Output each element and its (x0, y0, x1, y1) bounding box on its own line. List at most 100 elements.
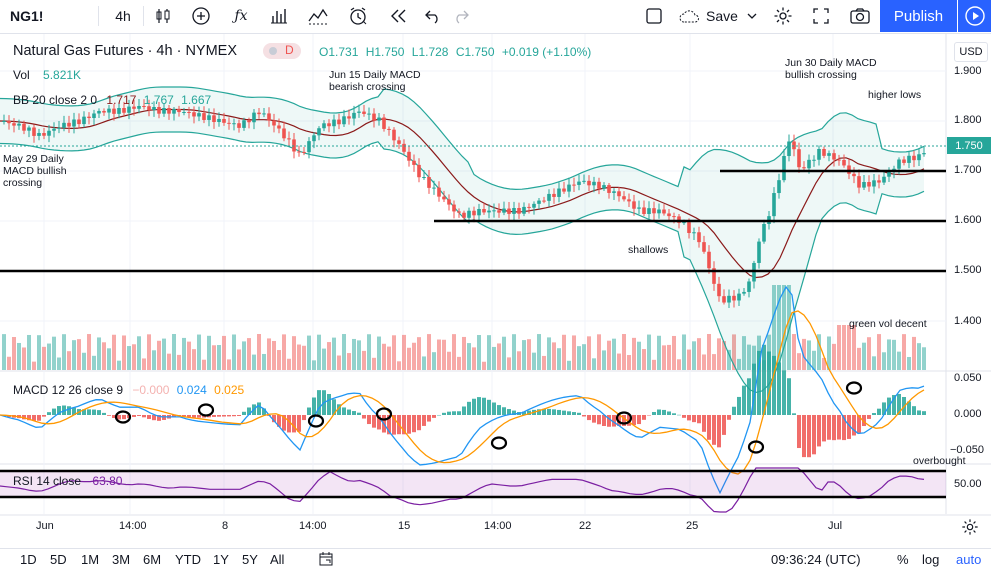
candle-body (347, 116, 351, 119)
volume-bar (662, 345, 666, 370)
annotation-shallows[interactable]: shallows (628, 244, 669, 256)
candle-style-icon[interactable] (150, 3, 176, 29)
volume-bar (247, 338, 251, 370)
clock[interactable]: 09:36:24 (UTC) (771, 552, 861, 567)
undo-icon[interactable] (420, 3, 446, 29)
annotation-jun15[interactable]: Jun 15 Daily MACD bearish crossing (329, 69, 421, 93)
rsi-value: 63.80 (92, 474, 123, 488)
volume-bar (917, 343, 921, 370)
price-tick: 1.900 (954, 65, 982, 77)
volume-bar (237, 349, 241, 370)
fullscreen-icon[interactable] (808, 3, 834, 29)
volume-bar (487, 335, 491, 370)
auto-toggle[interactable]: auto (956, 552, 982, 567)
log-toggle[interactable]: log (922, 552, 940, 567)
redo-icon[interactable] (448, 3, 474, 29)
gear-icon[interactable] (770, 3, 796, 29)
candle-body (527, 206, 531, 208)
volume-bar (742, 336, 746, 370)
macd-histogram-bar (97, 410, 101, 415)
macd-tick: 0.000 (954, 408, 982, 420)
range-1m[interactable]: 1M (81, 552, 100, 567)
macd-histogram-bar (792, 413, 796, 415)
volume-bar (582, 344, 586, 370)
calendar-icon[interactable] (318, 551, 334, 570)
volume-bar (62, 334, 66, 370)
change-value: +0.019 (+1.10%) (501, 45, 592, 59)
templates-icon[interactable] (305, 3, 331, 29)
alert-clock-icon[interactable] (345, 3, 371, 29)
compare-icon[interactable] (266, 3, 292, 29)
save-button[interactable]: Save (678, 3, 740, 29)
layout-icon[interactable] (641, 3, 667, 29)
annotation-jun30[interactable]: Jun 30 Daily MACD bullish crossing (785, 57, 877, 81)
annotation-may29[interactable]: May 29 Daily MACD bullish crossing (3, 153, 67, 189)
symbol-search[interactable]: NG1! (10, 8, 44, 24)
macd-histogram-bar (357, 412, 361, 415)
range-1d[interactable]: 1D (20, 552, 37, 567)
candle-body (242, 120, 246, 128)
gear-icon[interactable] (961, 518, 979, 541)
macd-histogram-bar (432, 415, 436, 418)
volume-bar (627, 355, 631, 370)
crossover-circle-marker (307, 414, 325, 428)
crossover-circle-marker (197, 403, 215, 417)
range-ytd[interactable]: YTD (175, 552, 201, 567)
macd-histogram-bar (727, 415, 731, 420)
candle-body (867, 182, 871, 187)
volume-bar (12, 337, 16, 370)
macd-histogram-bar (642, 415, 646, 420)
volume-bar (847, 325, 851, 370)
add-indicator-icon[interactable] (188, 3, 214, 29)
range-1y[interactable]: 1Y (213, 552, 229, 567)
macd-histogram-bar (907, 401, 911, 415)
volume-bar (312, 360, 316, 370)
interval-selector[interactable]: 4h (115, 8, 131, 24)
indicators-fx-icon[interactable]: ƒx (234, 8, 248, 24)
percent-toggle[interactable]: % (897, 552, 909, 567)
macd-histogram-bar (722, 415, 726, 435)
macd-histogram-bar (402, 415, 406, 435)
macd-legend: MACD 12 26 close 9 −0.000 0.024 0.025 (13, 383, 244, 397)
candle-body (287, 138, 291, 140)
macd-histogram-bar (527, 410, 531, 415)
volume-bar (602, 350, 606, 370)
candle-body (562, 188, 566, 192)
macd-histogram-bar (832, 415, 836, 441)
candle-body (822, 149, 826, 156)
candle-body (842, 159, 846, 166)
macd-histogram-bar (477, 397, 481, 415)
candle-body (827, 153, 831, 156)
macd-histogram-bar (782, 370, 786, 415)
publish-button[interactable]: Publish (880, 0, 957, 32)
macd-histogram-bar (212, 415, 216, 417)
macd-histogram-bar (557, 409, 561, 415)
range-5d[interactable]: 5D (50, 552, 67, 567)
range-5y[interactable]: 5Y (242, 552, 258, 567)
range-6m[interactable]: 6M (143, 552, 162, 567)
volume-bar (792, 334, 796, 370)
chevron-down-icon[interactable] (744, 3, 760, 29)
camera-icon[interactable] (846, 3, 874, 29)
chart-canvas[interactable] (0, 34, 991, 548)
annotation-green-vol[interactable]: green vol decent (849, 318, 927, 330)
macd-histogram-bar (277, 415, 281, 427)
time-tick: 14:00 (119, 520, 147, 532)
macd-histogram-bar (292, 415, 296, 433)
annotation-higher-lows[interactable]: higher lows (868, 89, 922, 101)
play-icon[interactable] (958, 0, 991, 32)
macd-histogram-bar (187, 415, 191, 417)
candle-body (432, 187, 436, 189)
replay-icon[interactable] (385, 3, 411, 29)
volume-bar (657, 335, 661, 370)
candle-body (117, 108, 121, 114)
annotation-overbought[interactable]: overbought (913, 455, 966, 467)
candle-body (587, 180, 591, 186)
macd-histogram-bar (837, 415, 841, 440)
currency-button[interactable]: USD (954, 42, 988, 62)
range-3m[interactable]: 3M (112, 552, 131, 567)
candle-body (512, 208, 516, 214)
crossover-circle-marker (845, 381, 863, 395)
range-all[interactable]: All (270, 552, 285, 567)
volume-bar (182, 337, 186, 370)
